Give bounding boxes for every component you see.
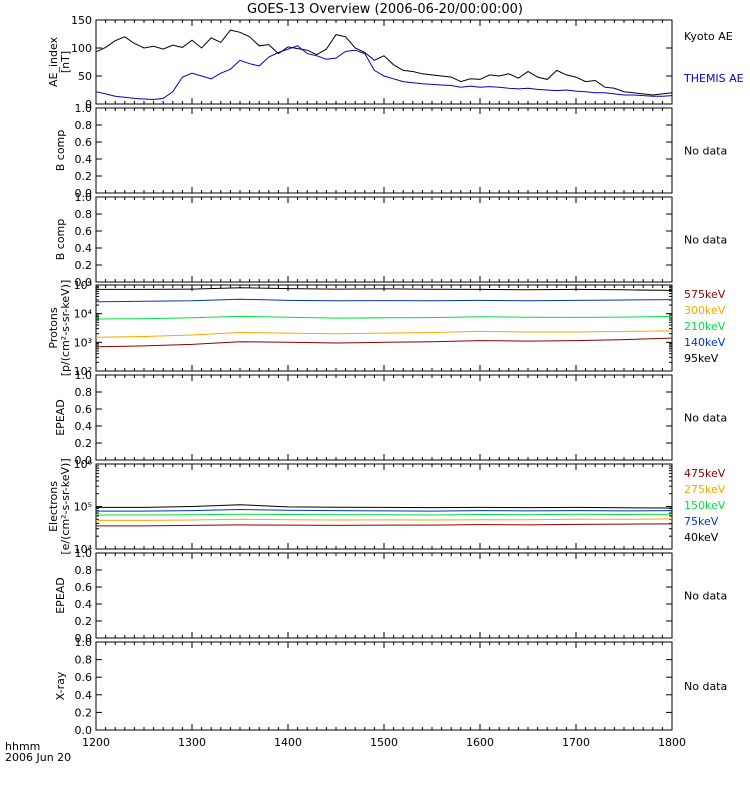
no-data-label: No data	[684, 590, 727, 603]
x-tick-label: 1800	[658, 736, 686, 749]
y-axis-label: Protons	[47, 307, 60, 348]
series-line-75kev	[96, 508, 673, 512]
y-tick-label: 0.6	[75, 225, 93, 238]
chart-title: GOES-13 Overview (2006-06-20/00:00:00)	[247, 2, 523, 17]
y-axis-label: X-ray	[54, 671, 67, 700]
channel-label: 150keV	[684, 499, 726, 512]
y-tick-label: 0.4	[75, 153, 93, 166]
y-tick-label: 0.6	[75, 136, 93, 149]
y-tick-label: 0.8	[75, 386, 93, 399]
y-axis-label: B comp	[54, 130, 67, 172]
channel-label: 575keV	[684, 288, 726, 301]
panel-frame	[95, 284, 673, 372]
y-tick-label: 0.0	[75, 187, 93, 200]
series-line-140kev	[95, 298, 673, 303]
y-tick-label: 1.0	[75, 191, 93, 204]
channel-label: 210keV	[684, 320, 726, 333]
panels: 0 50 100 150 AE_index [nT] Kyoto AE THEMIS AE 0.…	[47, 14, 744, 749]
y-tick-label: 0.6	[75, 581, 93, 594]
no-data-label: No data	[684, 680, 727, 693]
x-tick-label: 1700	[562, 736, 590, 749]
panel-frame	[95, 641, 673, 731]
y-tick-label: 0.4	[75, 689, 93, 702]
panel-frame	[95, 107, 673, 194]
y-tick-label: 0.2	[75, 615, 93, 628]
y-tick-label: 0.8	[75, 654, 93, 667]
x-tick-label: 1400	[274, 736, 302, 749]
y-tick-label: 0.8	[75, 564, 93, 577]
channel-label: 75keV	[684, 515, 719, 528]
y-tick-label: 0.4	[75, 242, 93, 255]
series-line-575kev	[95, 337, 673, 348]
y-tick-label: 10³	[74, 336, 92, 349]
y-tick-label: 0.6	[75, 403, 93, 416]
series-line-kyoto-ae	[95, 29, 673, 96]
y-tick-label: 10⁵	[74, 501, 92, 514]
channel-label: 475keV	[684, 467, 726, 480]
y-tick-label: 1.0	[75, 369, 93, 382]
no-data-label: No data	[684, 145, 727, 158]
y-tick-label: 150	[71, 14, 92, 27]
y-tick-label: 0.8	[75, 208, 93, 221]
panel-frame	[95, 374, 673, 461]
series-line-275kev	[96, 518, 673, 521]
x-tick-label: 1200	[82, 736, 110, 749]
y-tick-label: 10²	[74, 365, 92, 378]
y-tick-label: 0.4	[75, 420, 93, 433]
y-axis-label: B comp	[54, 219, 67, 261]
y-tick-label: 0.0	[75, 454, 93, 467]
channel-label: 40keV	[684, 531, 719, 544]
x-tick-label: 1300	[178, 736, 206, 749]
y-tick-label: 1.0	[75, 102, 93, 115]
footer-date: 2006 Jun 20	[5, 751, 71, 764]
series-line-475kev	[96, 523, 673, 527]
y-tick-label: 0	[85, 98, 92, 111]
y-tick-label: 0.6	[75, 671, 93, 684]
no-data-label: No data	[684, 234, 727, 247]
x-tick-label: 1600	[466, 736, 494, 749]
y-tick-label: 1.0	[75, 636, 93, 649]
legend-label: THEMIS AE	[683, 72, 744, 85]
series-line-40kev	[96, 504, 673, 509]
y-tick-label: 50	[78, 70, 92, 83]
series-line-95kev	[96, 287, 673, 291]
series-line-300kev	[95, 330, 673, 338]
y-axis-label: EPEAD	[54, 399, 67, 436]
channel-label: 275keV	[684, 483, 726, 496]
y-tick-label: 0.2	[75, 706, 93, 719]
channel-label: 95keV	[684, 352, 719, 365]
y-axis-unit: [e/(cm²-s-sr-keV)]	[59, 458, 72, 554]
y-tick-label: 1.0	[75, 547, 93, 560]
panel-frame	[95, 552, 673, 639]
y-tick-label: 0.0	[75, 276, 93, 289]
channel-label: 140keV	[684, 336, 726, 349]
y-tick-label: 0.0	[75, 632, 93, 645]
y-tick-label: 10⁴	[74, 543, 93, 556]
series-line-210kev	[95, 315, 673, 320]
y-tick-label: 10⁶	[74, 458, 93, 471]
panel-frame	[95, 196, 673, 283]
y-tick-label: 10⁴	[74, 308, 93, 321]
legend-label: Kyoto AE	[684, 30, 733, 43]
y-axis-label: EPEAD	[54, 577, 67, 614]
y-axis-unit: [nT]	[59, 51, 72, 73]
y-axis-label: Electrons	[47, 481, 60, 532]
y-tick-label: 0.2	[75, 259, 93, 272]
y-axis-unit: [p/(cm²-s-sr-keV)]	[59, 280, 72, 377]
y-tick-label: 100	[71, 42, 92, 55]
footer-time-format: hhmm	[5, 740, 40, 753]
series-line-themis-ae	[95, 45, 673, 101]
y-tick-label: 0.4	[75, 598, 93, 611]
y-axis-label: AE_index	[47, 36, 60, 87]
y-tick-label: 0.0	[75, 724, 93, 737]
x-tick-label: 1500	[370, 736, 398, 749]
y-tick-label: 0.2	[75, 437, 93, 450]
y-tick-label: 0.2	[75, 170, 93, 183]
no-data-label: No data	[684, 412, 727, 425]
y-tick-label: 10⁵	[74, 279, 92, 292]
y-tick-label: 0.8	[75, 119, 93, 132]
channel-label: 300keV	[684, 304, 726, 317]
series-line-150kev	[96, 513, 673, 516]
